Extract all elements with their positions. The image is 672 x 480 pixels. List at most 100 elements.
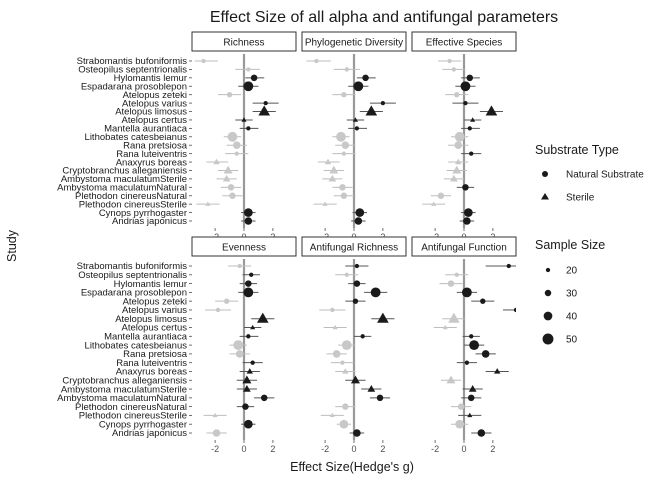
facet-strip [301,236,407,257]
data-point-circle [233,340,244,351]
data-point-circle [227,131,238,142]
data-point-triangle [329,165,339,174]
data-point-circle [477,429,486,437]
data-point-circle [344,272,349,277]
data-point-circle [226,91,233,98]
study-label: Espadarana prosoblepon [81,81,187,92]
data-point-circle [341,151,347,156]
study-label: Ambystoma maculatumSterile [61,384,187,395]
data-point-circle [243,208,253,217]
legend-size-circle-icon [545,267,551,273]
data-point-circle [201,58,206,64]
data-point-circle [454,91,460,98]
data-point-circle [464,360,470,365]
facet-strip-label: Antifungal Function [421,243,507,254]
data-point-circle [455,419,465,429]
data-point-triangle [470,117,476,122]
study-label: Strabomantis bufoniformis [77,261,188,272]
data-point-triangle [442,324,448,330]
data-point-triangle [324,158,332,165]
data-point-circle [244,217,253,225]
data-point-circle [249,272,254,277]
data-point-triangle [377,312,389,323]
data-point-circle [336,131,346,142]
study-label: Plethodon cinereusSterile [79,411,187,422]
legend-size-circle-icon [542,333,554,345]
data-point-circle [332,350,341,358]
data-point-circle [353,429,361,437]
facet-strip [191,236,297,257]
data-point-triangle [342,368,349,374]
data-point-circle [341,91,347,98]
chart-title: Effect Size of all alpha and antifungal … [210,9,558,26]
data-point-circle [469,334,474,339]
y-axis-label: Study [5,229,19,262]
study-label: Atelopus zeteki [123,90,187,101]
data-point-circle [250,360,255,365]
data-point-triangle [467,412,473,418]
data-point-triangle [246,368,253,374]
study-label: Lithobates catesbeianus [85,132,188,143]
data-point-circle [339,419,349,429]
study-label: Espadarana prosoblepon [81,288,187,299]
data-point-circle [480,298,486,304]
data-point-triangle [455,158,462,165]
data-point-triangle [242,375,252,384]
data-point-triangle [250,324,256,330]
study-label: Atelopus varius [122,305,187,316]
study-label: Rana luteiventris [116,149,187,160]
legend-shape-label: Natural Substrate [566,170,644,181]
data-point-circle [246,126,251,131]
study-label: Osteopilus septentrionalis [78,65,187,76]
legend-circle-icon [542,171,548,177]
data-point-triangle [468,384,477,392]
data-point-triangle [450,174,458,182]
data-point-circle [250,74,258,82]
data-point-triangle [222,174,231,182]
data-point-circle [466,74,474,82]
study-label: Ambystoma maculatumSterile [61,174,187,185]
study-label: Mantella aurantiaca [104,124,188,135]
study-label: Mantella aurantiaca [104,332,188,343]
data-point-circle [341,141,350,150]
data-point-triangle [241,117,247,122]
x-tick-label: 0 [461,444,466,454]
data-point-triangle [258,105,271,116]
data-point-circle [232,141,241,150]
legend-size-label: 30 [566,289,578,300]
data-point-circle [353,81,364,92]
data-point-circle [354,217,363,225]
legend-shape-title: Substrate Type [535,143,619,157]
study-label: Plethodon cinereusNatural [75,191,187,202]
data-point-triangle [431,201,437,206]
data-point-circle [234,151,239,156]
data-point-circle [246,67,251,72]
data-point-circle [330,307,335,313]
data-point-circle [342,403,349,410]
data-point-circle [352,298,359,304]
x-tick-label: 2 [380,444,385,454]
study-label: Atelopus certus [122,115,188,126]
legend-size-label: 40 [566,312,578,323]
x-tick-label: -2 [431,444,439,454]
data-point-triangle [223,165,233,174]
data-point-circle [340,192,348,199]
study-label: Ambystoma maculatumNatural [57,393,187,404]
data-point-circle [462,184,469,191]
study-label: Cryptobranchus alleganiensis [62,166,187,177]
data-point-circle [454,141,463,150]
legend-size-circle-icon [544,289,552,297]
study-label: Osteopilus septentrionalis [78,270,187,281]
data-point-circle [506,263,511,269]
study-label: Atelopus varius [122,98,187,109]
data-point-triangle [205,201,211,206]
data-point-triangle [328,174,337,182]
data-point-circle [355,208,365,217]
study-label: Lithobates catesbeianus [85,340,188,351]
data-point-circle [481,350,490,358]
data-point-circle [344,67,349,72]
data-point-triangle [452,165,462,174]
facet-strip-label: Effective Species [426,38,503,49]
data-point-circle [353,280,361,287]
